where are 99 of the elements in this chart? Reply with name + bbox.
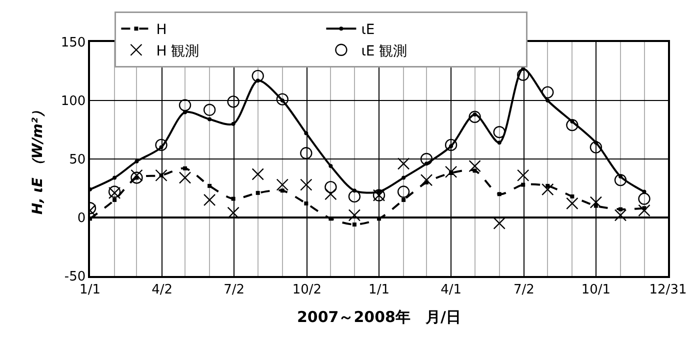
x-tick-label: 4/2 [152,282,173,298]
y-tick-label: 150 [60,36,86,51]
point [638,204,650,217]
point [252,70,264,82]
point [614,209,627,222]
point [348,209,361,222]
point [642,206,646,210]
legend-label: ιE 観測 [361,43,408,60]
point [256,78,260,83]
point [112,176,117,180]
point [231,196,236,201]
legend-label: H 観測 [156,43,200,60]
x-tick-label: 10/2 [292,282,322,298]
point [546,184,550,188]
point [178,99,192,112]
point [112,198,117,202]
y-axis-title: H, ιE （W/m²） [30,103,46,215]
x-tick-label: 7/2 [513,282,534,298]
point [449,171,454,176]
point [546,98,550,102]
point [497,192,502,196]
point [208,117,212,122]
point [566,118,578,132]
point [444,166,458,178]
point [256,190,260,195]
x-tick-label: 12/31 [649,282,687,298]
point [517,68,530,81]
point [324,188,337,200]
point [304,201,308,206]
point [618,207,622,212]
point [227,206,240,219]
point [590,141,602,154]
point [252,168,264,180]
y-tick-label: 50 [69,152,86,168]
point [300,178,312,191]
x-tick-label: 10/1 [581,282,611,298]
legend-label: H [156,22,167,38]
x-tick-label: 1/1 [368,282,390,298]
point [424,162,429,166]
point [424,180,429,184]
point [203,194,216,206]
legend-label: ιE [361,22,375,38]
point [618,174,622,179]
point [517,169,530,182]
y-tick-label: 100 [60,94,86,110]
point [231,122,236,126]
point [178,172,192,184]
point [468,110,481,123]
x-tick-label: 4/1 [440,282,462,298]
x-tick-label: 1/1 [80,282,100,298]
point [468,160,481,172]
point [402,176,406,180]
y-tick-label: 0 [77,211,86,226]
point [642,190,646,194]
point [276,178,288,191]
point [348,190,361,203]
point [444,138,458,152]
point [328,164,333,168]
point [276,93,288,106]
point [183,110,188,114]
point [542,86,554,98]
x-axis-title: 2007～2008年 月/日 [297,308,461,326]
point [594,204,598,208]
point [280,188,284,193]
point [566,197,578,210]
point [472,168,477,173]
point [155,138,168,152]
x-tick-label: 7/2 [224,282,245,298]
point [159,173,164,178]
y-tick-label: -50 [64,270,86,285]
point [638,192,650,205]
point [521,182,526,187]
point [130,169,143,182]
point [402,198,406,202]
point [542,183,554,196]
point [300,147,312,160]
point [352,222,356,227]
point [203,104,216,116]
point [352,188,356,193]
point [159,145,164,150]
point [497,140,502,145]
point [183,166,188,170]
point [614,174,627,186]
point [134,159,139,164]
point [493,126,506,138]
point [304,131,308,136]
point [590,196,602,208]
point [208,184,212,188]
point [420,152,433,166]
point [324,180,337,194]
point [420,174,433,186]
point [570,194,574,198]
point [493,217,506,230]
point [227,96,240,108]
point [570,120,574,124]
point [594,140,598,145]
point [397,158,410,170]
point [397,186,410,198]
point [155,169,168,182]
